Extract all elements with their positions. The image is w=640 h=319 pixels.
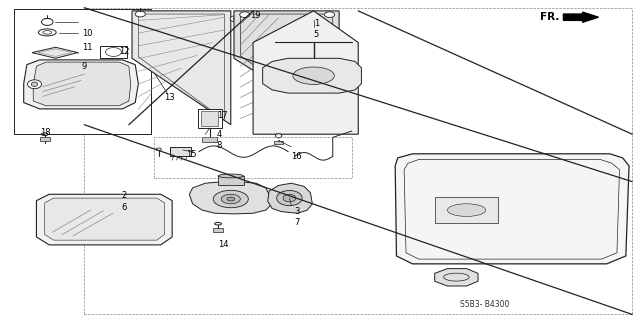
Polygon shape bbox=[395, 154, 629, 264]
Ellipse shape bbox=[156, 148, 161, 151]
Text: S5B3- B4300: S5B3- B4300 bbox=[460, 300, 509, 309]
Text: 11: 11 bbox=[82, 43, 92, 52]
Polygon shape bbox=[253, 11, 358, 134]
Text: 2: 2 bbox=[121, 191, 127, 200]
Ellipse shape bbox=[276, 190, 302, 206]
Text: 18: 18 bbox=[40, 128, 51, 137]
Ellipse shape bbox=[218, 174, 244, 178]
Ellipse shape bbox=[38, 29, 56, 36]
Ellipse shape bbox=[213, 190, 248, 208]
Ellipse shape bbox=[234, 17, 239, 20]
Text: 3: 3 bbox=[294, 207, 300, 216]
Polygon shape bbox=[33, 62, 131, 106]
Text: 13: 13 bbox=[164, 93, 175, 102]
Polygon shape bbox=[189, 181, 272, 214]
Ellipse shape bbox=[293, 67, 334, 85]
Text: 5: 5 bbox=[314, 30, 319, 39]
Polygon shape bbox=[32, 47, 78, 58]
Ellipse shape bbox=[447, 204, 486, 216]
Ellipse shape bbox=[230, 16, 242, 22]
Ellipse shape bbox=[221, 194, 241, 204]
Text: FR.: FR. bbox=[540, 11, 559, 22]
Text: 9: 9 bbox=[82, 62, 87, 71]
Ellipse shape bbox=[135, 11, 145, 17]
Ellipse shape bbox=[227, 197, 235, 201]
Text: 19: 19 bbox=[250, 11, 260, 20]
FancyArrow shape bbox=[563, 12, 598, 22]
Text: 8: 8 bbox=[217, 141, 222, 150]
Text: 14: 14 bbox=[218, 241, 228, 249]
Polygon shape bbox=[262, 58, 362, 93]
Polygon shape bbox=[234, 11, 339, 125]
Polygon shape bbox=[268, 183, 312, 213]
Ellipse shape bbox=[275, 134, 282, 138]
Bar bbox=[202, 137, 218, 142]
Text: 4: 4 bbox=[217, 130, 222, 139]
Ellipse shape bbox=[28, 80, 42, 89]
Text: 12: 12 bbox=[119, 48, 130, 56]
Ellipse shape bbox=[283, 194, 296, 202]
Text: 17: 17 bbox=[217, 111, 227, 120]
Bar bbox=[100, 46, 127, 58]
Polygon shape bbox=[435, 269, 478, 286]
Ellipse shape bbox=[324, 12, 335, 18]
Ellipse shape bbox=[42, 19, 53, 26]
Text: 15: 15 bbox=[186, 150, 196, 159]
Text: 16: 16 bbox=[291, 152, 302, 161]
Bar bbox=[170, 147, 191, 156]
Bar bbox=[202, 111, 218, 126]
Ellipse shape bbox=[106, 48, 122, 56]
Ellipse shape bbox=[31, 82, 38, 86]
Text: 1: 1 bbox=[314, 19, 319, 28]
Polygon shape bbox=[36, 194, 172, 245]
Text: 10: 10 bbox=[82, 28, 92, 38]
Polygon shape bbox=[132, 11, 231, 125]
Polygon shape bbox=[45, 198, 164, 240]
Polygon shape bbox=[213, 228, 223, 232]
Text: 6: 6 bbox=[121, 203, 127, 212]
Polygon shape bbox=[274, 141, 283, 144]
Bar bbox=[198, 109, 222, 128]
Polygon shape bbox=[40, 137, 50, 141]
Polygon shape bbox=[14, 9, 151, 134]
Ellipse shape bbox=[43, 31, 52, 34]
Polygon shape bbox=[24, 60, 138, 109]
Bar bbox=[435, 197, 499, 223]
Text: 7: 7 bbox=[294, 218, 300, 227]
Bar bbox=[218, 176, 244, 185]
Ellipse shape bbox=[214, 222, 221, 225]
Ellipse shape bbox=[240, 12, 250, 18]
Ellipse shape bbox=[41, 133, 48, 136]
